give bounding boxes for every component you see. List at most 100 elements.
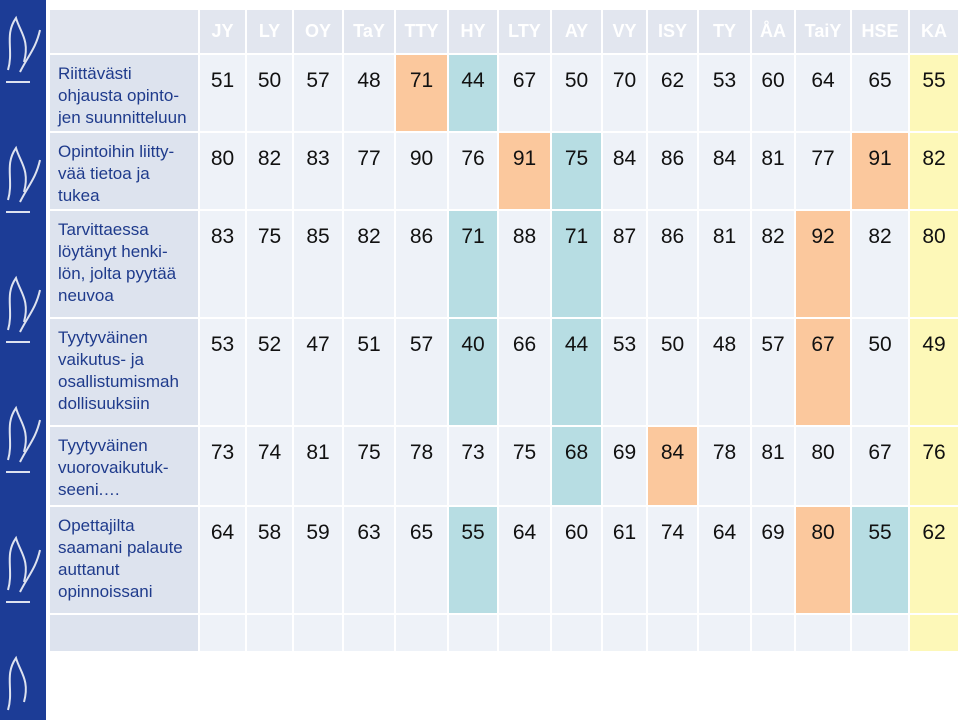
empty-cell — [499, 615, 550, 651]
value-cell-hy: 40 — [449, 319, 497, 425]
value-cell-jy: 73 — [200, 427, 245, 505]
value-cell-taiy: 80 — [796, 427, 850, 505]
value-cell-ty: 84 — [699, 133, 750, 209]
value-cell-tty: 71 — [396, 55, 447, 131]
column-header-taiy: TaiY — [796, 10, 850, 53]
value-cell-åa: 60 — [752, 55, 794, 131]
empty-cell — [603, 615, 646, 651]
value-cell-tay: 75 — [344, 427, 394, 505]
value-cell-åa: 82 — [752, 211, 794, 317]
value-cell-ka: 62 — [910, 507, 958, 613]
value-cell-taiy: 64 — [796, 55, 850, 131]
value-cell-ka: 55 — [910, 55, 958, 131]
sidebar-brand-strip — [0, 0, 46, 720]
value-cell-taiy: 77 — [796, 133, 850, 209]
empty-cell — [344, 615, 394, 651]
header-corner-cell — [50, 10, 198, 53]
value-cell-ly: 50 — [247, 55, 292, 131]
value-cell-isy: 84 — [648, 427, 697, 505]
value-cell-lty: 75 — [499, 427, 550, 505]
column-header-vy: VY — [603, 10, 646, 53]
value-cell-hse: 67 — [852, 427, 908, 505]
value-cell-tty: 90 — [396, 133, 447, 209]
value-cell-ly: 58 — [247, 507, 292, 613]
value-cell-vy: 87 — [603, 211, 646, 317]
column-header-hse: HSE — [852, 10, 908, 53]
value-cell-tay: 82 — [344, 211, 394, 317]
row-label: Tyytyväinen vaikutus- ja osallistumismah… — [50, 319, 198, 425]
row-label: Opettajilta saamani palaute auttanut opi… — [50, 507, 198, 613]
value-cell-ty: 48 — [699, 319, 750, 425]
empty-cell — [910, 615, 958, 651]
value-cell-vy: 69 — [603, 427, 646, 505]
column-header-lty: LTY — [499, 10, 550, 53]
value-cell-vy: 70 — [603, 55, 646, 131]
empty-cell — [796, 615, 850, 651]
value-cell-ay: 75 — [552, 133, 601, 209]
row-label: Riittävästi ohjausta opinto- jen suunnit… — [50, 55, 198, 131]
empty-cell — [852, 615, 908, 651]
value-cell-åa: 81 — [752, 427, 794, 505]
results-table: JY LY OY TaY TTY HY LTY AY VY ISY TY ÅA TaiY HSE KA Ri… — [48, 8, 960, 653]
column-header-isy: ISY — [648, 10, 697, 53]
value-cell-åa: 69 — [752, 507, 794, 613]
value-cell-tty: 57 — [396, 319, 447, 425]
value-cell-taiy: 92 — [796, 211, 850, 317]
value-cell-tay: 77 — [344, 133, 394, 209]
value-cell-lty: 64 — [499, 507, 550, 613]
value-cell-ay: 71 — [552, 211, 601, 317]
value-cell-hy: 73 — [449, 427, 497, 505]
value-cell-hy: 71 — [449, 211, 497, 317]
value-cell-taiy: 67 — [796, 319, 850, 425]
value-cell-oy: 85 — [294, 211, 342, 317]
value-cell-jy: 80 — [200, 133, 245, 209]
empty-cell — [294, 615, 342, 651]
results-table-container: JY LY OY TaY TTY HY LTY AY VY ISY TY ÅA TaiY HSE KA Ri… — [48, 8, 960, 653]
value-cell-ly: 52 — [247, 319, 292, 425]
column-header-oy: OY — [294, 10, 342, 53]
value-cell-vy: 61 — [603, 507, 646, 613]
value-cell-ka: 82 — [910, 133, 958, 209]
value-cell-hy: 44 — [449, 55, 497, 131]
value-cell-åa: 57 — [752, 319, 794, 425]
empty-cell — [247, 615, 292, 651]
value-cell-ay: 60 — [552, 507, 601, 613]
torch-flame-logo-icon — [6, 15, 41, 711]
empty-cell — [648, 615, 697, 651]
column-header-ty: TY — [699, 10, 750, 53]
value-cell-isy: 86 — [648, 211, 697, 317]
value-cell-isy: 50 — [648, 319, 697, 425]
value-cell-ka: 49 — [910, 319, 958, 425]
value-cell-jy: 51 — [200, 55, 245, 131]
value-cell-lty: 91 — [499, 133, 550, 209]
value-cell-tty: 65 — [396, 507, 447, 613]
column-header-åa: ÅA — [752, 10, 794, 53]
value-cell-ay: 50 — [552, 55, 601, 131]
value-cell-ka: 80 — [910, 211, 958, 317]
value-cell-ly: 74 — [247, 427, 292, 505]
column-header-ly: LY — [247, 10, 292, 53]
value-cell-ty: 53 — [699, 55, 750, 131]
value-cell-ay: 68 — [552, 427, 601, 505]
table-row: Opintoihin liitty- vää tietoa ja tukea 80… — [50, 133, 958, 209]
value-cell-vy: 84 — [603, 133, 646, 209]
value-cell-jy: 64 — [200, 507, 245, 613]
value-cell-oy: 59 — [294, 507, 342, 613]
table-row: Riittävästi ohjausta opinto- jen suunnit… — [50, 55, 958, 131]
value-cell-isy: 74 — [648, 507, 697, 613]
value-cell-ay: 44 — [552, 319, 601, 425]
column-header-ka: KA — [910, 10, 958, 53]
value-cell-hse: 82 — [852, 211, 908, 317]
value-cell-jy: 83 — [200, 211, 245, 317]
column-header-tty: TTY — [396, 10, 447, 53]
value-cell-tay: 48 — [344, 55, 394, 131]
value-cell-ty: 81 — [699, 211, 750, 317]
value-cell-isy: 62 — [648, 55, 697, 131]
value-cell-hse: 65 — [852, 55, 908, 131]
empty-cell — [396, 615, 447, 651]
empty-cell — [50, 615, 198, 651]
value-cell-tty: 78 — [396, 427, 447, 505]
value-cell-lty: 66 — [499, 319, 550, 425]
table-row: Tarvittaessa löytänyt henki- lön, jolta … — [50, 211, 958, 317]
value-cell-ty: 78 — [699, 427, 750, 505]
